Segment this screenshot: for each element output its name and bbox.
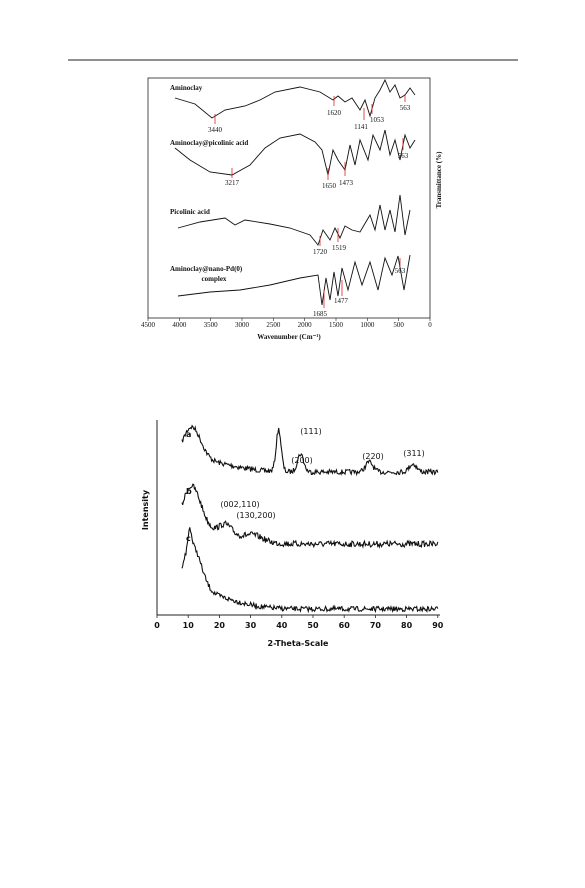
y-axis-title: Intensity [141,489,150,530]
x-tick-label: 3000 [235,321,250,329]
peak-label: (002,110) [220,500,259,509]
spectrum [177,254,411,306]
peak-label: 563 [398,152,409,160]
peak-label: 1519 [332,244,347,252]
peak-label: 563 [400,104,411,112]
x-tick-label: 90 [432,621,444,630]
peak-label: 1620 [327,109,342,117]
x-tick-label: 0 [428,321,432,329]
x-tick-label: 4000 [172,321,187,329]
y-axis-title: Transmittance (%) [435,151,443,208]
peak-label: 3217 [225,179,240,187]
x-tick-label: 2000 [298,321,313,329]
x-axis-title: Wavenumber (Cm⁻¹) [257,333,321,341]
sample-label: b [186,487,192,496]
spectrum [174,78,416,119]
peak-label: (200) [291,456,313,465]
x-tick-label: 50 [307,621,319,630]
peak-label: 1141 [354,123,368,131]
spectrum [177,194,411,246]
peak-label: 1053 [370,116,385,124]
spectrum-label: Aminoclay [170,84,203,92]
spectrum-label: Picolinic acid [170,208,210,216]
peak-label: 1685 [313,310,328,318]
peak-label: 1650 [322,182,337,190]
peak-label: 563 [395,267,406,275]
peak-label: 1720 [313,248,328,256]
ftir-figure: Aminoclay Aminoclay@picolinic acid Picolin… [141,77,443,341]
peak-markers [214,94,406,308]
x-tick-label: 20 [214,621,226,630]
xrd-pattern [181,424,439,477]
x-axis-title: 2-Theta-Scale [268,639,329,648]
sample-label: a [186,430,191,439]
x-tick-label: 80 [401,621,413,630]
frame [147,77,431,319]
spectrum [174,129,416,176]
x-tick-label: 4500 [141,321,156,329]
spectrum-label: Aminoclay@picolinic acid [170,139,248,147]
x-tick-label: 2500 [266,321,281,329]
spectrum-label: Aminoclay@nano-Pd(0) [170,265,243,273]
xrd-pattern [181,527,439,614]
peak-label: 1473 [339,179,354,187]
xrd-pattern [181,483,439,549]
x-tick-label: 500 [393,321,404,329]
x-tick-label: 0 [154,621,160,630]
peak-label: (130,200) [236,511,275,520]
x-tick-label: 70 [370,621,382,630]
x-tick-label: 1000 [360,321,375,329]
x-tick-label: 10 [183,621,195,630]
peak-label: 1477 [334,297,349,305]
x-tick-label: 3500 [204,321,219,329]
spectrum-label: complex [202,275,227,283]
x-tick-label: 40 [276,621,288,630]
peak-label: (311) [403,449,425,458]
xrd-figure: 0 10 20 30 40 50 60 70 80 90 2-Theta-Scale Intensit… [141,420,444,648]
peak-label: (220) [362,452,384,461]
x-tick-label: 30 [245,621,257,630]
x-tick-label: 60 [339,621,351,630]
peak-label: (111) [300,427,322,436]
peak-label: 3440 [208,126,223,134]
x-tick-label: 1500 [329,321,344,329]
